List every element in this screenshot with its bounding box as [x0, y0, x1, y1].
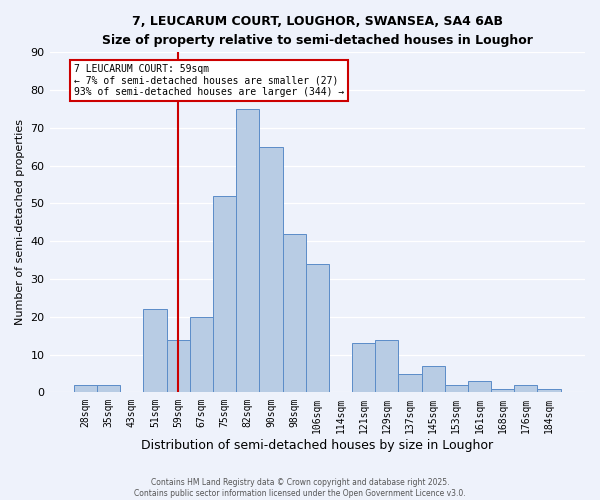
Bar	[259, 147, 283, 392]
Bar	[352, 344, 375, 392]
Title: 7, LEUCARUM COURT, LOUGHOR, SWANSEA, SA4 6AB
Size of property relative to semi-d: 7, LEUCARUM COURT, LOUGHOR, SWANSEA, SA4…	[102, 15, 533, 47]
Text: 7 LEUCARUM COURT: 59sqm
← 7% of semi-detached houses are smaller (27)
93% of sem: 7 LEUCARUM COURT: 59sqm ← 7% of semi-det…	[74, 64, 344, 97]
Bar	[143, 310, 167, 392]
Bar	[422, 366, 445, 392]
Bar	[190, 317, 213, 392]
Bar	[445, 385, 468, 392]
Text: Contains HM Land Registry data © Crown copyright and database right 2025.
Contai: Contains HM Land Registry data © Crown c…	[134, 478, 466, 498]
Bar	[375, 340, 398, 392]
Bar	[491, 388, 514, 392]
Bar	[305, 264, 329, 392]
Bar	[167, 340, 190, 392]
Bar	[468, 381, 491, 392]
Bar	[398, 374, 422, 392]
Bar	[538, 388, 560, 392]
Bar	[213, 196, 236, 392]
Bar	[97, 385, 120, 392]
Y-axis label: Number of semi-detached properties: Number of semi-detached properties	[15, 120, 25, 326]
Bar	[514, 385, 538, 392]
Bar	[236, 109, 259, 393]
X-axis label: Distribution of semi-detached houses by size in Loughor: Distribution of semi-detached houses by …	[141, 440, 493, 452]
Bar	[283, 234, 305, 392]
Bar	[74, 385, 97, 392]
